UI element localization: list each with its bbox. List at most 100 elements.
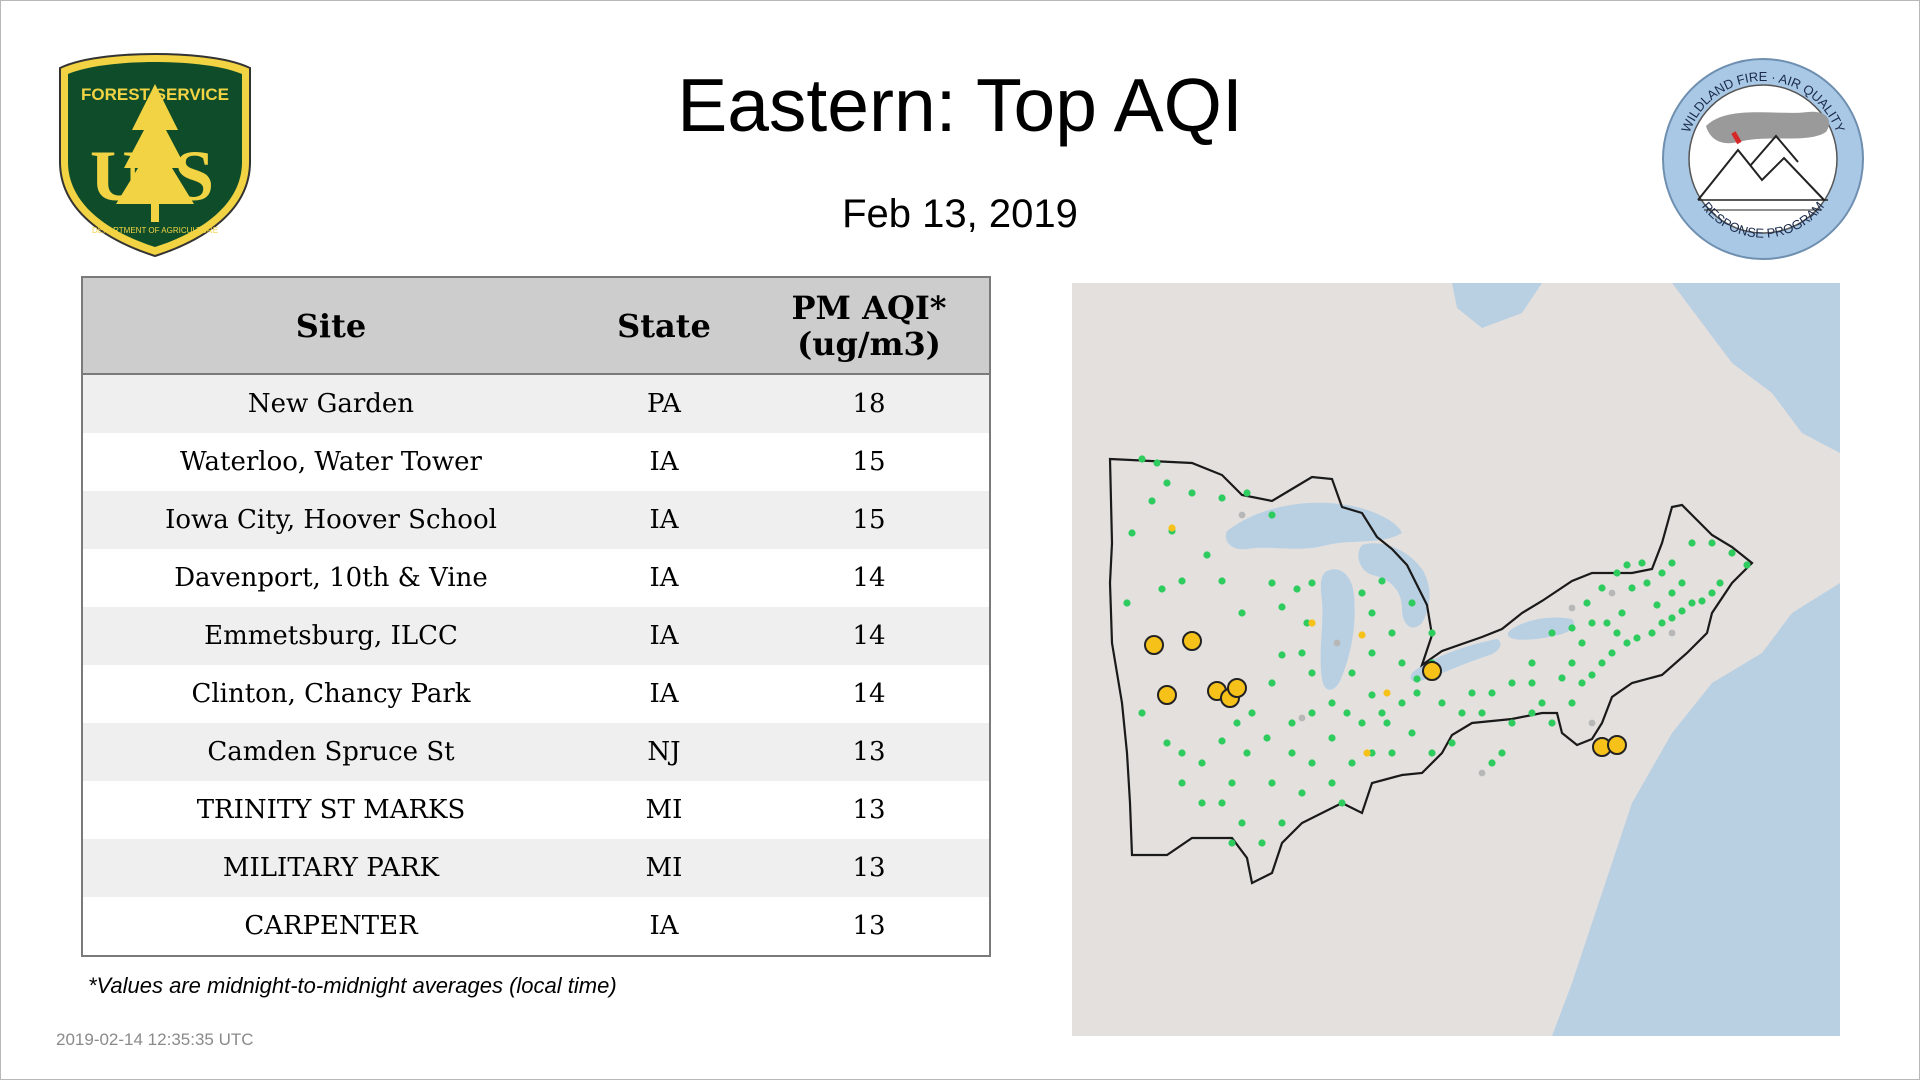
station-good [1218,737,1226,745]
usfs-letter-s: S [174,136,214,216]
station-good [1233,719,1241,727]
cell-site: CARPENTER [82,897,579,956]
mountain-smoke-icon [1697,111,1830,211]
station-good [1378,577,1386,585]
station-good [1278,651,1286,659]
station-good [1613,629,1621,637]
station-good [1128,529,1136,537]
station-good [1458,709,1466,717]
station-good [1268,511,1276,519]
station-good [1568,659,1576,667]
station-good [1328,779,1336,787]
station-good [1218,494,1226,502]
station-good [1148,497,1156,505]
cell-site: Iowa City, Hoover School [82,491,579,549]
station-good [1298,649,1306,657]
station-good [1308,579,1316,587]
cell-aqi: 13 [749,723,990,781]
table-row: Davenport, 10th & Vine IA 14 [82,549,990,607]
station-good [1688,599,1696,607]
station-top-site [1607,735,1627,755]
station-good [1263,734,1271,742]
table-row: Camden Spruce St NJ 13 [82,723,990,781]
usfs-bottom-text: DEPARTMENT OF AGRICULTURE [92,226,218,235]
station-good [1408,729,1416,737]
station-good [1388,749,1396,757]
station-good [1163,739,1171,747]
station-good [1698,597,1706,605]
report-date: Feb 13, 2019 [842,192,1078,236]
map-ocean [1552,583,1840,1036]
station-good [1303,619,1311,627]
station-good [1568,699,1576,707]
station-good [1138,709,1146,717]
station-no-data [1298,714,1306,722]
station-good [1578,679,1586,687]
station-moderate [1358,631,1366,639]
station-good [1668,559,1676,567]
station-good [1348,759,1356,767]
table-row: Clinton, Chancy Park IA 14 [82,665,990,723]
station-good [1368,649,1376,657]
table-header-row: Site State PM AQI* (ug/m3) [82,277,990,375]
station-good [1628,584,1636,592]
station-good [1618,609,1626,617]
station-good [1643,579,1651,587]
station-good [1238,819,1246,827]
station-good [1258,839,1266,847]
cell-state: NJ [579,723,749,781]
station-good [1638,559,1646,567]
station-good [1708,539,1716,547]
map-north-water [1672,283,1840,453]
cell-site: TRINITY ST MARKS [82,781,579,839]
cell-state: IA [579,665,749,723]
station-good [1238,609,1246,617]
station-good [1623,639,1631,647]
map-bay [1452,283,1542,328]
cell-state: IA [579,491,749,549]
station-good [1708,589,1716,597]
station-good [1308,759,1316,767]
page-title: Eastern: Top AQI [677,63,1243,147]
region-boundary [1108,457,1754,885]
station-good [1413,689,1421,697]
table-row: Emmetsburg, ILCC IA 14 [82,607,990,665]
station-good [1538,699,1546,707]
generated-timestamp: 2019-02-14 12:35:35 UTC [56,1030,254,1049]
cell-state: MI [579,839,749,897]
station-good [1688,539,1696,547]
station-good [1348,669,1356,677]
cell-aqi: 18 [749,374,990,433]
station-good [1368,749,1376,757]
station-top-site [1182,631,1202,651]
station-good [1668,589,1676,597]
cell-site: Davenport, 10th & Vine [82,549,579,607]
station-good [1288,719,1296,727]
station-moderate [1308,619,1316,627]
cell-site: Emmetsburg, ILCC [82,607,579,665]
station-good [1598,659,1606,667]
cell-site: Waterloo, Water Tower [82,433,579,491]
station-good [1398,699,1406,707]
station-good [1488,759,1496,767]
station-good [1243,489,1251,497]
station-good [1153,459,1161,467]
station-good [1298,789,1306,797]
usfs-top-text: FOREST SERVICE [81,85,229,104]
station-good [1328,699,1336,707]
station-good [1468,689,1476,697]
station-good [1218,577,1226,585]
aqi-monitor-map [1072,283,1840,1036]
station-good [1123,599,1131,607]
station-good [1498,749,1506,757]
station-good [1603,619,1611,627]
station-good [1368,609,1376,617]
station-good [1568,624,1576,632]
station-good [1268,579,1276,587]
station-good [1278,819,1286,827]
top-aqi-table: Site State PM AQI* (ug/m3) New Garden PA 1… [81,276,991,957]
station-no-data [1238,511,1246,519]
header-aqi-line1: PM AQI* [791,288,947,327]
table-row: TRINITY ST MARKS MI 13 [82,781,990,839]
cell-state: IA [579,607,749,665]
